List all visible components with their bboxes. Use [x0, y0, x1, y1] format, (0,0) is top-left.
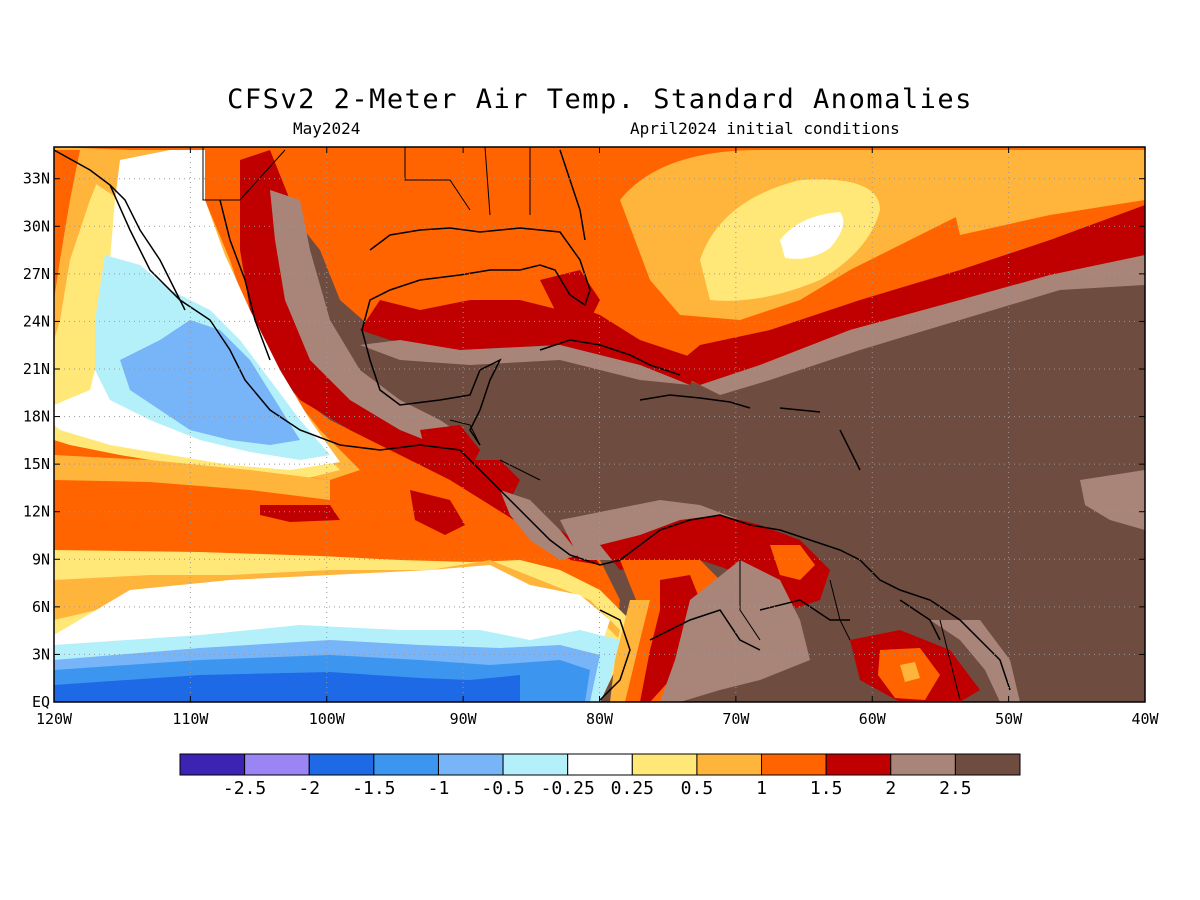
political-borders — [202, 146, 961, 701]
colorbar-swatch — [761, 753, 827, 776]
latitude-axis: EQ 3N 6N 9N 12N 15N 18N 21N 24N 27N 30N 33N — [23, 170, 1145, 711]
colorbar: -2.5 -2 -1.5 -1 -0.5 -0.25 0.25 0.5 1 1.5 2 2.5 — [179, 753, 1021, 799]
lon-tick-label: 120W — [36, 710, 73, 728]
colorbar-label: 2 — [885, 778, 896, 799]
lon-tick-label: 90W — [450, 710, 478, 728]
anomaly-field — [54, 147, 1145, 702]
colorbar-label: 0.25 — [611, 778, 654, 799]
colorbar-swatch — [890, 753, 956, 776]
coastlines — [54, 149, 1011, 701]
lon-tick-label: 60W — [859, 710, 887, 728]
colorbar-label: -1.5 — [352, 778, 395, 799]
lat-tick-label: 3N — [32, 645, 50, 663]
lon-tick-label: 80W — [586, 710, 614, 728]
lon-tick-label: 100W — [309, 710, 346, 728]
lat-tick-label: 30N — [23, 217, 50, 235]
lat-tick-label: 18N — [23, 408, 50, 426]
colorbar-label: -1 — [428, 778, 450, 799]
colorbar-swatch — [631, 753, 698, 776]
lat-tick-label: 6N — [32, 598, 50, 616]
colorbar-swatch — [308, 753, 375, 776]
gridlines — [54, 147, 1145, 702]
colorbar-swatch — [244, 753, 310, 776]
colorbar-swatch — [373, 753, 439, 776]
initial-conditions-label: April2024 initial conditions — [630, 119, 900, 138]
colorbar-label: 0.5 — [681, 778, 714, 799]
lon-tick-label: 50W — [995, 710, 1023, 728]
colorbar-label: 2.5 — [939, 778, 972, 799]
valid-month-label: May2024 — [293, 119, 361, 138]
colorbar-swatch — [954, 753, 1021, 776]
colorbar-label: 1 — [756, 778, 767, 799]
colorbar-swatch — [567, 753, 633, 776]
lat-tick-label: 21N — [23, 360, 50, 378]
lat-tick-label: 9N — [32, 550, 50, 568]
lat-tick-label: EQ — [32, 693, 50, 711]
lat-tick-label: 33N — [23, 170, 50, 188]
lat-tick-label: 15N — [23, 455, 50, 473]
colorbar-label: -2 — [298, 778, 320, 799]
lat-tick-label: 27N — [23, 265, 50, 283]
lon-tick-label: 110W — [172, 710, 209, 728]
longitude-axis: 120W 110W 100W 90W 80W 70W 60W 50W 40W — [36, 147, 1160, 728]
lon-tick-label: 70W — [722, 710, 750, 728]
colorbar-swatch — [179, 753, 246, 776]
colorbar-label: 1.5 — [810, 778, 843, 799]
map-title: CFSv2 2-Meter Air Temp. Standard Anomali… — [227, 84, 973, 115]
colorbar-label: -0.25 — [541, 778, 595, 799]
colorbar-label: -2.5 — [223, 778, 266, 799]
colorbar-swatch — [437, 753, 504, 776]
colorbar-swatch — [696, 753, 763, 776]
lon-tick-label: 40W — [1131, 710, 1159, 728]
colorbar-swatch — [825, 753, 892, 776]
colorbar-swatch — [502, 753, 569, 776]
lat-tick-label: 24N — [23, 312, 50, 330]
colorbar-label: -0.5 — [481, 778, 524, 799]
lat-tick-label: 12N — [23, 503, 50, 521]
